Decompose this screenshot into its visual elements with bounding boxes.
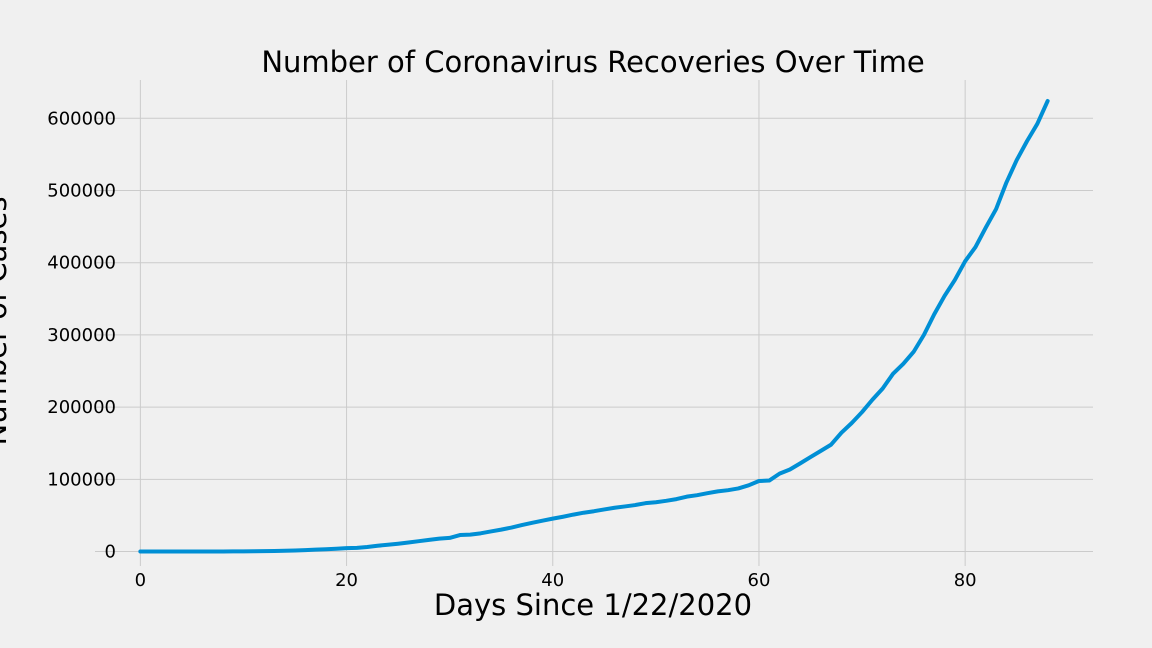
y-tick-label: 300000 — [47, 325, 116, 346]
y-tick-label: 600000 — [47, 108, 116, 129]
x-tick-label: 60 — [748, 570, 771, 591]
tick-labels: 0 20 40 60 80 0 100000 200000 300000 400000 500000… — [47, 108, 976, 591]
x-tick-label: 20 — [335, 570, 358, 591]
x-tick-label: 40 — [541, 570, 564, 591]
y-tick-label: 500000 — [47, 180, 116, 201]
series-layer — [138, 99, 1050, 554]
y-tick-label: 200000 — [47, 397, 116, 418]
y-tick-label: 400000 — [47, 253, 116, 274]
y-tick-label: 0 — [105, 542, 116, 563]
x-tick-label: 80 — [954, 570, 977, 591]
y-axis-label: Number of Cases — [0, 197, 13, 446]
chart-title: Number of Coronavirus Recoveries Over Ti… — [261, 45, 924, 79]
series-line — [138, 99, 1050, 554]
grid — [95, 80, 1093, 566]
x-axis-label: Days Since 1/22/2020 — [434, 588, 752, 622]
y-tick-label: 100000 — [47, 469, 116, 490]
x-tick-label: 0 — [135, 570, 146, 591]
